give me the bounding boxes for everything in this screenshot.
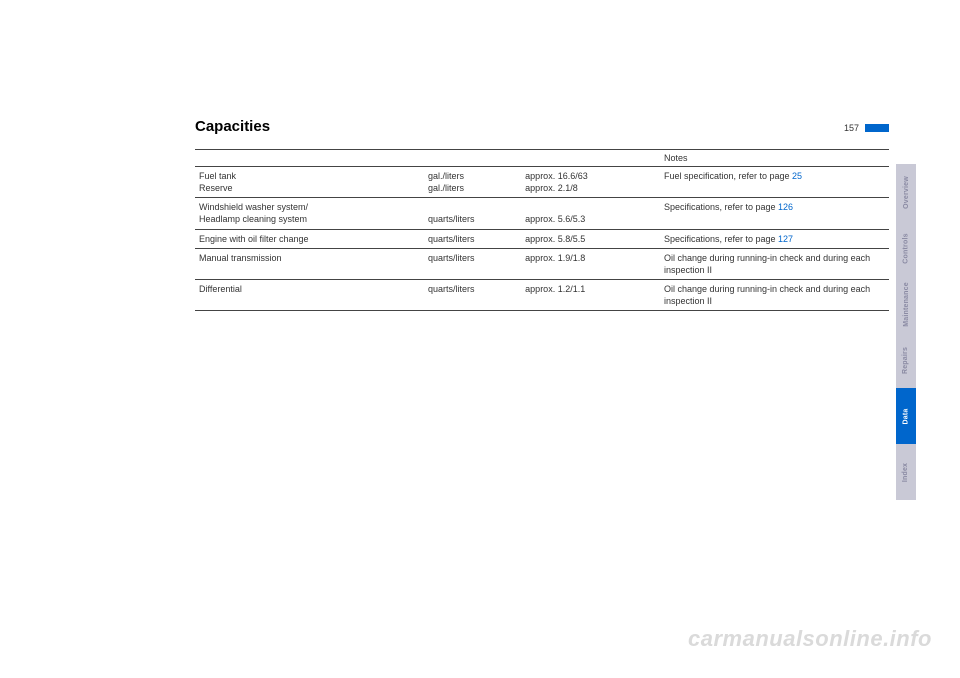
cell-notes: Specifications, refer to page 127 (660, 229, 889, 248)
side-tab-repairs[interactable]: Repairs (896, 332, 916, 388)
cell-value: approx. 5.6/5.3 (521, 198, 660, 229)
capacities-table: Notes Fuel tank Reservegal./liters gal./… (195, 149, 889, 311)
cell-item: Windshield washer system/ Headlamp clean… (195, 198, 424, 229)
table-row: Windshield washer system/ Headlamp clean… (195, 198, 889, 229)
cell-value: approx. 5.8/5.5 (521, 229, 660, 248)
cell-value: approx. 1.2/1.1 (521, 279, 660, 310)
page-ref-link[interactable]: 25 (792, 171, 802, 181)
side-tab-label: Controls (903, 233, 910, 263)
cell-value: approx. 16.6/63 approx. 2.1/8 (521, 167, 660, 198)
cell-notes: Oil change during running-in check and d… (660, 248, 889, 279)
side-tabs: Overview Controls Maintenance Repairs Data In… (896, 164, 916, 500)
side-tab-label: Index (902, 462, 909, 481)
page-header: Capacities 157 (195, 118, 889, 135)
side-tab-label: Maintenance (903, 282, 910, 327)
cell-item: Fuel tank Reserve (195, 167, 424, 198)
side-tab-data[interactable]: Data (896, 388, 916, 444)
cell-item: Engine with oil filter change (195, 229, 424, 248)
side-tab-index[interactable]: Index (896, 444, 916, 500)
col-header-item (195, 150, 424, 167)
cell-item: Differential (195, 279, 424, 310)
side-tab-label: Repairs (903, 346, 910, 373)
page-ref-link[interactable]: 126 (778, 202, 793, 212)
cell-unit: quarts/liters (424, 229, 521, 248)
page-accent-bar (865, 124, 889, 132)
side-tab-controls[interactable]: Controls (896, 220, 916, 276)
cell-notes: Fuel specification, refer to page 25 (660, 167, 889, 198)
cell-unit: quarts/liters (424, 248, 521, 279)
table-row: Engine with oil filter changequarts/lite… (195, 229, 889, 248)
cell-unit: quarts/liters (424, 198, 521, 229)
page-number-wrap: 157 (844, 123, 889, 133)
side-tab-overview[interactable]: Overview (896, 164, 916, 220)
table-row: Manual transmissionquarts/litersapprox. … (195, 248, 889, 279)
table-body: Fuel tank Reservegal./liters gal./liters… (195, 167, 889, 311)
col-header-value (521, 150, 660, 167)
cell-notes: Specifications, refer to page 126 (660, 198, 889, 229)
table-row: Fuel tank Reservegal./liters gal./liters… (195, 167, 889, 198)
cell-unit: quarts/liters (424, 279, 521, 310)
page-ref-link[interactable]: 127 (778, 234, 793, 244)
page-title: Capacities (195, 118, 270, 135)
watermark: carmanualsonline.info (688, 626, 932, 652)
col-header-notes: Notes (660, 150, 889, 167)
side-tab-label: Data (902, 408, 909, 424)
table-header-row: Notes (195, 150, 889, 167)
table-row: Differentialquarts/litersapprox. 1.2/1.1… (195, 279, 889, 310)
cell-notes: Oil change during running-in check and d… (660, 279, 889, 310)
page-number: 157 (844, 123, 859, 133)
side-tab-label: Overview (903, 176, 910, 209)
cell-value: approx. 1.9/1.8 (521, 248, 660, 279)
cell-item: Manual transmission (195, 248, 424, 279)
col-header-unit (424, 150, 521, 167)
cell-unit: gal./liters gal./liters (424, 167, 521, 198)
side-tab-maintenance[interactable]: Maintenance (896, 276, 916, 332)
